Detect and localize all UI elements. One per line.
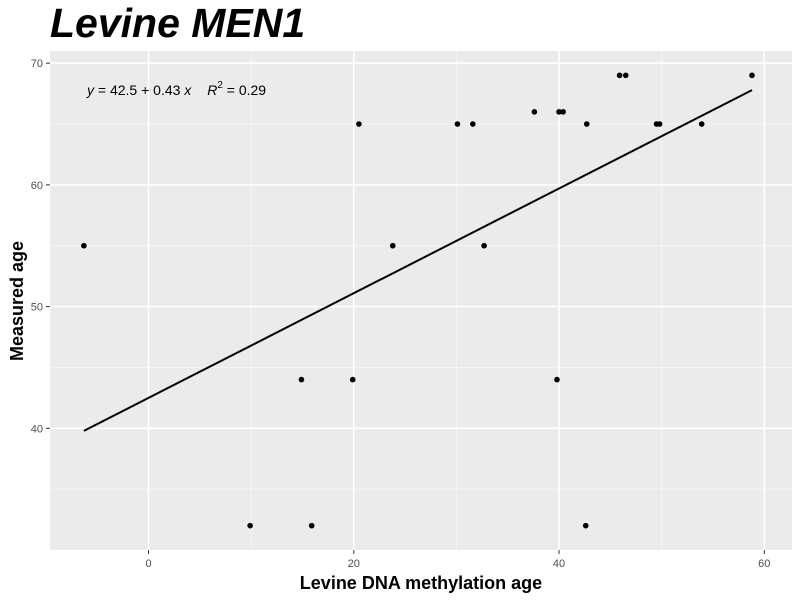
data-point <box>81 242 87 249</box>
data-point <box>454 121 461 127</box>
data-point <box>481 242 487 249</box>
data-point <box>749 72 755 79</box>
eq-r-exp: 2 <box>217 80 223 91</box>
x-tick-labels: 0 20 40 60 <box>145 558 770 570</box>
data-point <box>582 522 589 529</box>
y-tick-labels: 40 50 60 70 <box>31 58 43 435</box>
eq-r-var: R <box>207 82 217 98</box>
y-tick-label: 60 <box>31 180 43 192</box>
data-points <box>81 72 755 529</box>
y-tick-label: 70 <box>31 58 43 70</box>
major-gridlines <box>50 51 792 550</box>
y-tick-label: 40 <box>31 423 43 435</box>
regression-equation: y = 42.5 + 0.43 x R2 = 0.29 <box>86 80 266 98</box>
data-point <box>656 121 663 127</box>
data-point <box>583 121 590 127</box>
x-tick-label: 0 <box>145 558 151 570</box>
data-point <box>554 376 560 383</box>
eq-r-val: = 0.29 <box>223 82 266 98</box>
data-point <box>616 72 623 79</box>
x-tick-label: 60 <box>758 558 770 570</box>
eq-x-var: x <box>183 82 192 98</box>
y-tick-label: 50 <box>31 302 43 314</box>
data-point <box>349 376 356 383</box>
x-axis-title: Levine DNA methylation age <box>300 573 542 593</box>
data-point <box>698 121 705 127</box>
data-point <box>308 522 315 529</box>
chart-title: Levine MEN1 <box>50 0 305 46</box>
plot-panel <box>50 51 792 550</box>
eq-y-var: y <box>86 82 95 98</box>
data-point <box>247 522 253 529</box>
data-point <box>470 121 476 127</box>
data-point <box>356 121 362 127</box>
x-tick-label: 40 <box>553 558 565 570</box>
y-axis-title: Measured age <box>7 241 27 361</box>
data-point <box>622 72 629 79</box>
regression-line <box>83 89 753 432</box>
axis-ticks <box>46 62 765 554</box>
x-tick-label: 20 <box>348 558 360 570</box>
data-point <box>560 109 566 115</box>
eq-body: = 42.5 + 0.43 <box>94 82 184 98</box>
data-point <box>556 109 562 115</box>
data-point <box>531 109 538 115</box>
data-point <box>389 242 396 249</box>
data-point <box>298 376 305 383</box>
minor-gridlines <box>50 51 792 550</box>
